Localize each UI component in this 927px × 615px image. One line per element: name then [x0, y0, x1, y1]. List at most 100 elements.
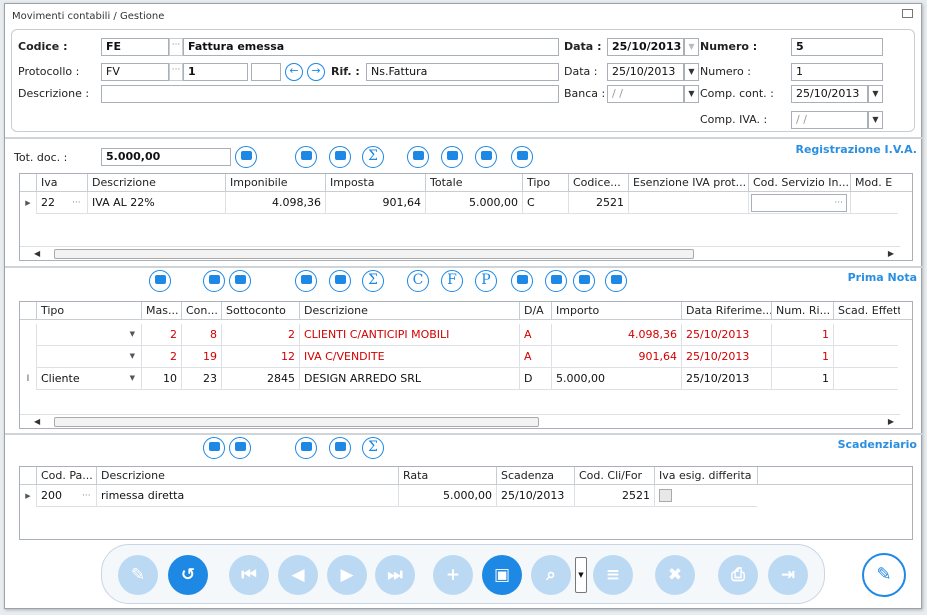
delete-icon[interactable]: ✖ — [655, 555, 695, 595]
iva-lookup-icon[interactable]: ··· — [72, 198, 81, 208]
first-record-icon[interactable]: ⏮ — [229, 555, 269, 595]
col-header[interactable]: D/A — [519, 302, 551, 320]
col-header[interactable]: Importo — [551, 302, 681, 320]
search-icon[interactable]: ⌕ — [531, 555, 571, 595]
delete-scad-row-icon[interactable] — [329, 437, 351, 459]
chevron-down-icon[interactable]: ▼ — [129, 374, 135, 382]
col-header[interactable]: Cod. Cli/For — [574, 467, 654, 485]
scroll-thumb[interactable] — [54, 417, 539, 427]
descrizione-field[interactable] — [101, 85, 559, 103]
col-header[interactable]: Con... — [181, 302, 221, 320]
col-header[interactable]: Codice... — [568, 174, 628, 192]
comp-cont-dropdown[interactable]: ▼ — [868, 85, 883, 103]
data-field[interactable]: 25/10/2013 — [607, 38, 684, 56]
comp-iva-dropdown[interactable]: ▼ — [868, 111, 883, 129]
col-header[interactable]: Scad. Effett — [833, 302, 900, 320]
scroll-thumb[interactable] — [54, 249, 694, 259]
table-row[interactable]: ▼ 2 19 12 IVA C/VENDITE A 901,64 25/10/2… — [20, 346, 900, 368]
banca-dropdown[interactable]: ▼ — [684, 85, 699, 103]
cell-cod-servizio[interactable] — [748, 192, 850, 214]
cell-data[interactable]: 25/10/2013 — [681, 324, 771, 346]
letter-f-icon[interactable]: F — [441, 270, 463, 292]
numero-field[interactable]: 5 — [791, 38, 883, 56]
prev-arrow-icon[interactable]: ← — [285, 63, 303, 81]
codice-desc-field[interactable]: Fattura emessa — [183, 38, 559, 56]
cell-iva-esig[interactable] — [654, 485, 757, 507]
calculator-icon[interactable] — [203, 270, 225, 292]
protocollo-ext-field[interactable] — [251, 63, 281, 81]
codice-lookup-button[interactable]: ··· — [169, 38, 183, 56]
table-row[interactable]: ▶ 200 ··· rimessa diretta 5.000,00 25/10… — [20, 485, 900, 507]
col-header[interactable]: Esenzione IVA prot... — [628, 174, 748, 192]
cell-importo[interactable]: 4.098,36 — [551, 324, 681, 346]
new-document-icon[interactable]: ✎ — [862, 553, 906, 597]
cell-tipo[interactable]: ▼ — [36, 346, 141, 368]
numero2-field[interactable]: 1 — [791, 63, 883, 81]
search-scad-icon[interactable] — [229, 437, 251, 459]
data2-field[interactable]: 25/10/2013 — [607, 63, 684, 81]
edit-doc-icon[interactable] — [235, 146, 257, 168]
cell-totale[interactable]: 5.000,00 — [425, 192, 522, 214]
col-header[interactable]: Cod. Servizio In... — [748, 174, 850, 192]
next-record-icon[interactable]: ▶ — [327, 555, 367, 595]
cell-imponibile[interactable]: 4.098,36 — [225, 192, 325, 214]
cell-data[interactable]: 25/10/2013 — [681, 368, 771, 390]
sum-nota-icon[interactable]: Σ — [362, 270, 384, 292]
exit-icon[interactable]: ⇥ — [768, 555, 808, 595]
cell-codice[interactable]: 2521 — [568, 192, 628, 214]
col-header[interactable]: Tipo — [522, 174, 568, 192]
col-header[interactable]: Rata — [398, 467, 496, 485]
cell-sottoconto[interactable]: 12 — [221, 346, 299, 368]
cell-importo[interactable]: 901,64 — [551, 346, 681, 368]
cell-num[interactable]: 1 — [771, 368, 833, 390]
cod-servizio-lookup[interactable]: ··· — [751, 194, 847, 212]
col-header[interactable]: Imponibile — [225, 174, 325, 192]
cell-data[interactable]: 25/10/2013 — [681, 346, 771, 368]
table-row[interactable]: ▼ 2 8 2 CLIENTI C/ANTICIPI MOBILI A 4.09… — [20, 324, 900, 346]
letter-p-icon[interactable]: P — [475, 270, 497, 292]
cell-imposta[interactable]: 901,64 — [325, 192, 425, 214]
col-header[interactable]: Descrizione — [299, 302, 519, 320]
cell-scad[interactable] — [833, 346, 900, 368]
cell-mas[interactable]: 2 — [141, 346, 181, 368]
edit-nota-icon[interactable] — [149, 270, 171, 292]
protocollo-lookup-button[interactable]: ··· — [169, 63, 183, 81]
horizontal-scrollbar[interactable]: ◀ ▶ — [20, 414, 900, 428]
maximize-icon[interactable] — [902, 9, 913, 18]
chevron-down-icon[interactable]: ▼ — [129, 352, 135, 360]
scroll-left-icon[interactable]: ◀ — [34, 249, 41, 258]
cell-tipo[interactable]: ▼ — [36, 324, 141, 346]
tag-icon[interactable] — [511, 146, 533, 168]
cod-pagamento-lookup-icon[interactable]: ··· — [82, 491, 91, 501]
iva-differita-checkbox[interactable] — [659, 489, 672, 502]
cell-cod-cli-for[interactable]: 2521 — [574, 485, 654, 507]
cell-rata[interactable]: 5.000,00 — [398, 485, 496, 507]
col-header[interactable]: Tipo — [36, 302, 141, 320]
vertical-scrollbar[interactable] — [898, 485, 912, 539]
cell-importo[interactable]: 5.000,00 — [551, 368, 681, 390]
protocollo-field[interactable]: FV — [101, 63, 169, 81]
print-icon[interactable]: ⎙ — [718, 555, 758, 595]
cell-sottoconto[interactable]: 2 — [221, 324, 299, 346]
col-header[interactable]: Totale — [425, 174, 522, 192]
undo-icon[interactable]: ↺ — [168, 555, 208, 595]
col-header[interactable]: Mas... — [141, 302, 181, 320]
previous-record-icon[interactable]: ◀ — [278, 555, 318, 595]
delete-row-icon[interactable] — [329, 146, 351, 168]
add-nota-row-icon[interactable] — [295, 270, 317, 292]
grid-icon[interactable] — [605, 270, 627, 292]
rif-field[interactable]: Ns.Fattura — [366, 63, 559, 81]
scroll-left-icon[interactable]: ◀ — [34, 417, 41, 426]
scroll-right-icon[interactable]: ▶ — [887, 417, 894, 426]
brush-icon[interactable] — [573, 270, 595, 292]
cell-esenzione[interactable] — [628, 192, 748, 214]
copy-icon[interactable] — [475, 146, 497, 168]
vertical-scrollbar[interactable] — [898, 320, 912, 414]
add-row-icon[interactable] — [295, 146, 317, 168]
col-header[interactable]: Cod. Pa... — [36, 467, 96, 485]
tipo-select[interactable]: Cliente — [41, 372, 80, 385]
search-nota-icon[interactable] — [229, 270, 251, 292]
col-header[interactable]: Iva esig. differita — [654, 467, 757, 485]
next-arrow-icon[interactable]: → — [307, 63, 325, 81]
cell-tipo[interactable]: Cliente ▼ — [36, 368, 141, 390]
